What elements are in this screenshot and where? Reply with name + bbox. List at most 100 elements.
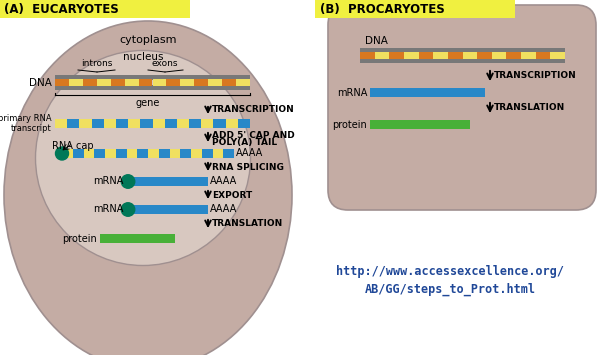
Bar [370, 88, 485, 97]
Bar [69, 79, 83, 86]
Bar [238, 119, 250, 128]
Bar [62, 149, 234, 158]
Bar [55, 119, 67, 128]
Bar [128, 177, 208, 186]
Bar [140, 119, 152, 128]
Bar [55, 85, 250, 90]
Bar [166, 79, 181, 86]
Bar [128, 119, 140, 128]
Circle shape [56, 147, 68, 160]
Bar [137, 149, 148, 158]
Bar [404, 52, 419, 59]
Text: (B)  PROCARYOTES: (B) PROCARYOTES [320, 2, 445, 16]
Bar [191, 149, 202, 158]
Bar [97, 79, 111, 86]
Text: mRNA: mRNA [92, 204, 123, 214]
Text: primary RNA
transcript: primary RNA transcript [0, 114, 52, 133]
Bar [139, 79, 152, 86]
Text: RNA SPLICING: RNA SPLICING [212, 163, 284, 171]
Bar [152, 119, 164, 128]
Bar [370, 120, 470, 129]
Text: protein: protein [332, 120, 367, 130]
Bar [222, 79, 236, 86]
Bar [152, 79, 166, 86]
Bar [360, 52, 374, 59]
Ellipse shape [35, 50, 251, 266]
Text: nucleus: nucleus [123, 52, 163, 62]
Bar [128, 205, 208, 214]
Text: TRANSCRIPTION: TRANSCRIPTION [494, 71, 577, 80]
Text: AAAA: AAAA [210, 204, 237, 214]
Bar [170, 149, 180, 158]
Text: TRANSLATION: TRANSLATION [494, 104, 565, 113]
Bar [116, 119, 128, 128]
Bar [73, 149, 83, 158]
Bar [79, 119, 92, 128]
Bar [550, 52, 565, 59]
Bar [477, 52, 492, 59]
Bar [360, 58, 565, 63]
Bar [360, 48, 565, 53]
Bar [67, 119, 79, 128]
Bar [214, 119, 226, 128]
Bar [127, 149, 137, 158]
Text: DNA: DNA [365, 36, 388, 46]
Bar [111, 79, 125, 86]
Bar [62, 149, 73, 158]
Bar [201, 119, 214, 128]
Text: ADD 5' CAP AND: ADD 5' CAP AND [212, 131, 295, 140]
Text: introns: introns [82, 59, 113, 68]
Bar [177, 119, 189, 128]
Text: AAAA: AAAA [236, 148, 263, 158]
Bar [159, 149, 170, 158]
FancyBboxPatch shape [328, 5, 596, 210]
Bar [55, 119, 250, 128]
Bar [492, 52, 506, 59]
Bar [100, 234, 175, 243]
Bar [194, 79, 208, 86]
Bar [92, 119, 104, 128]
Bar [189, 119, 201, 128]
Bar [125, 79, 139, 86]
Circle shape [121, 175, 135, 188]
Bar [506, 52, 521, 59]
Bar [104, 119, 116, 128]
Bar [536, 52, 550, 59]
Text: RNA cap: RNA cap [52, 141, 94, 151]
Text: gene: gene [136, 98, 160, 108]
Bar [521, 52, 536, 59]
Text: AAAA: AAAA [210, 176, 237, 186]
Bar [116, 149, 127, 158]
Text: mRNA: mRNA [337, 87, 367, 98]
Bar [226, 119, 238, 128]
Text: EXPORT: EXPORT [212, 191, 252, 200]
Text: mRNA: mRNA [92, 176, 123, 186]
Bar [419, 52, 433, 59]
Bar [208, 79, 222, 86]
Bar [164, 119, 177, 128]
Text: POLY(A) TAIL: POLY(A) TAIL [212, 138, 277, 147]
Text: TRANSCRIPTION: TRANSCRIPTION [212, 105, 295, 115]
Bar [180, 149, 191, 158]
Circle shape [121, 203, 135, 216]
Bar [83, 79, 97, 86]
Bar [315, 0, 515, 18]
Bar [212, 149, 223, 158]
Text: TRANSLATION: TRANSLATION [212, 219, 283, 229]
Bar [83, 149, 94, 158]
Text: exons: exons [152, 59, 178, 68]
Bar [148, 149, 159, 158]
Bar [236, 79, 250, 86]
Bar [105, 149, 116, 158]
Bar [202, 149, 212, 158]
Text: http://www.accessexcellence.org/
AB/GG/steps_to_Prot.html: http://www.accessexcellence.org/ AB/GG/s… [336, 265, 564, 296]
Ellipse shape [4, 21, 292, 355]
Text: protein: protein [62, 234, 97, 244]
Bar [463, 52, 477, 59]
Text: DNA: DNA [29, 78, 52, 88]
Bar [433, 52, 448, 59]
Bar [181, 79, 194, 86]
Text: (A)  EUCARYOTES: (A) EUCARYOTES [4, 2, 119, 16]
Bar [55, 75, 250, 80]
Bar [374, 52, 389, 59]
